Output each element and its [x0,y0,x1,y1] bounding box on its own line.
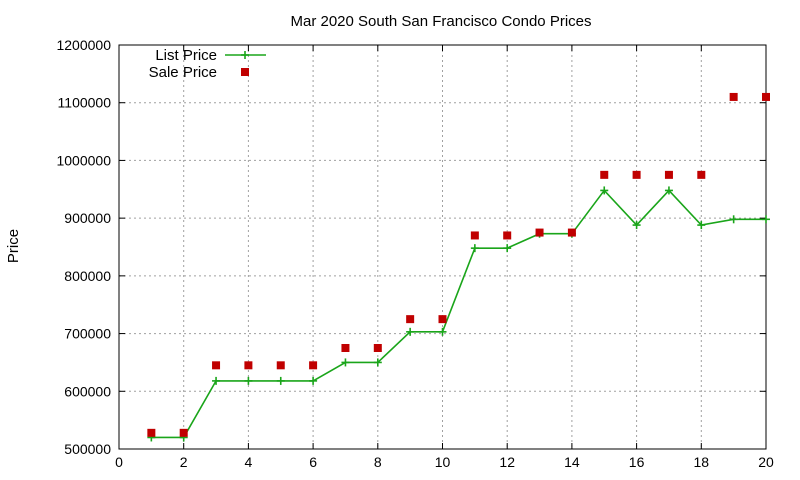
x-tick-label: 16 [629,454,645,470]
list-price-point [470,244,479,253]
sale-price-point [147,428,156,437]
legend-swatch-sale-price [241,68,249,76]
sale-price-point [309,361,318,370]
axes-layer: 0 2 4 6 8 10 12 14 16 18 20 500000 600000 700000 80000… [56,37,774,470]
sale-price-point [244,361,253,370]
x-tick-label: 18 [694,454,710,470]
legend-label: List Price [155,47,217,64]
list-price-point [664,186,673,195]
sale-price-point [179,428,188,437]
legend-label: Sale Price [149,64,217,81]
sale-price-point [470,231,479,240]
y-tick-label: 700000 [64,326,111,342]
grid-layer [119,45,766,449]
series-layer [147,92,770,442]
y-tick-label: 500000 [64,441,111,457]
y-tick-label: 600000 [64,383,111,399]
y-tick-label: 1000000 [56,152,111,168]
y-axis-label: Price [5,229,22,263]
list-price-point [244,376,253,385]
x-tick-label: 8 [374,454,382,470]
list-price-point [600,186,609,195]
sale-price-point [664,170,673,179]
sale-price-point [535,228,544,237]
list-price-point [276,376,285,385]
x-tick-label: 20 [758,454,774,470]
list-price-point [729,215,738,224]
list-price-point [697,221,706,230]
sale-price-point [632,170,641,179]
legend-swatch-list-price [225,51,266,59]
list-price-point [438,327,447,336]
list-price-point [341,358,350,367]
sale-price-point [373,344,382,352]
list-price-point [503,244,512,253]
x-tick-label: 14 [564,454,580,470]
sale-price-point [567,228,576,237]
sale-price-point [406,315,415,324]
x-tick-label: 6 [309,454,317,470]
y-tick-label: 900000 [64,210,111,226]
list-price-point [212,376,221,385]
sale-price-point [212,361,221,370]
sale-price-point [276,361,285,370]
sale-price-point [600,170,609,179]
y-tick-label: 800000 [64,268,111,284]
sale-price-point [697,170,706,179]
chart-title: Mar 2020 South San Francisco Condo Price… [291,13,592,30]
sale-price-point [438,315,447,324]
sale-price-point [503,231,512,240]
list-price-point [632,221,641,230]
list-price-point [309,376,318,385]
y-tick-label: 1200000 [56,37,111,53]
sale-price-point [762,92,770,101]
x-tick-label: 4 [245,454,253,470]
y-tick-label: 1100000 [58,95,112,111]
list-price-point [373,358,382,367]
list-price-point [406,327,415,336]
list-price-line [151,189,766,439]
sale-price-point [729,92,738,101]
x-tick-label: 10 [435,454,451,470]
sale-price-point [341,344,350,352]
x-tick-label: 0 [115,454,123,470]
list-price-point [762,215,770,224]
x-tick-label: 12 [499,454,515,470]
x-tick-label: 2 [180,454,188,470]
